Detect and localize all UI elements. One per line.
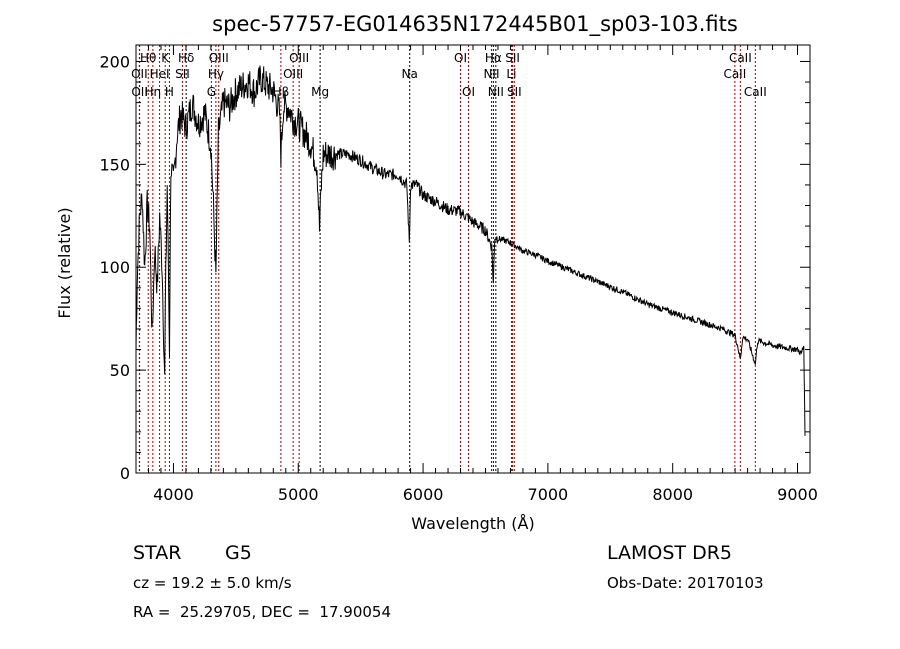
- marker-label: Li: [506, 67, 516, 81]
- marker-label: Na: [402, 67, 418, 81]
- marker-label: Hη: [145, 85, 162, 99]
- ra-dec: RA = 25.29705, DEC = 17.90054: [133, 603, 392, 621]
- x-axis-label: Wavelength (Å): [411, 514, 534, 533]
- marker-label: SII: [505, 51, 520, 65]
- marker-label: OIII: [283, 67, 303, 81]
- x-tick-label: 8000: [652, 485, 693, 504]
- plot-frame: [135, 44, 811, 474]
- marker-label: Hθ: [140, 51, 156, 65]
- spectrum-line: [135, 65, 806, 437]
- x-tick-label: 6000: [403, 485, 444, 504]
- marker-label: NII: [488, 85, 504, 99]
- axes: 4000 5000 6000 7000 8000 9000 0 50 100 150 200: [99, 45, 818, 504]
- object-class: STAR: [133, 542, 182, 564]
- marker-label: Hγ: [208, 67, 224, 81]
- marker-label: H: [165, 85, 174, 99]
- marker-label: CaII: [744, 85, 767, 99]
- y-tick-label: 50: [110, 361, 130, 380]
- object-subclass: G5: [225, 542, 252, 564]
- chart-title: spec-57757-EG014635N172445B01_sp03-103.f…: [212, 12, 738, 37]
- marker-label: OII: [131, 85, 148, 99]
- marker-label: NII: [483, 67, 499, 81]
- marker-label: Hα: [485, 51, 502, 65]
- marker-label: OIII: [289, 51, 309, 65]
- y-axis-label: Flux (relative): [55, 207, 74, 318]
- redshift-cz: cz = 19.2 ± 5.0 km/s: [133, 574, 292, 592]
- marker-label: OI: [462, 85, 475, 99]
- marker-label: K: [161, 51, 170, 65]
- marker-label: OIII: [209, 51, 229, 65]
- marker-label: Hδ: [178, 51, 194, 65]
- marker-label: HeI: [150, 67, 170, 81]
- observation-date: Obs-Date: 20170103: [607, 574, 764, 592]
- x-tick-label: 4000: [153, 485, 194, 504]
- y-tick-label: 150: [99, 155, 130, 174]
- x-tick-label: 7000: [528, 485, 569, 504]
- marker-label: SII: [507, 85, 522, 99]
- y-tick-label: 200: [99, 52, 130, 71]
- marker-label: CaII: [729, 51, 752, 65]
- marker-label: OII: [131, 67, 148, 81]
- marker-label: CaII: [723, 67, 746, 81]
- x-tick-label: 9000: [777, 485, 818, 504]
- marker-label: SII: [175, 67, 190, 81]
- marker-label: OI: [454, 51, 467, 65]
- survey-name: LAMOST DR5: [607, 542, 732, 564]
- x-tick-label: 5000: [278, 485, 319, 504]
- marker-label: Mg: [311, 85, 329, 99]
- y-tick-label: 100: [99, 258, 130, 277]
- y-tick-label: 0: [120, 464, 130, 483]
- marker-label: G: [207, 85, 216, 99]
